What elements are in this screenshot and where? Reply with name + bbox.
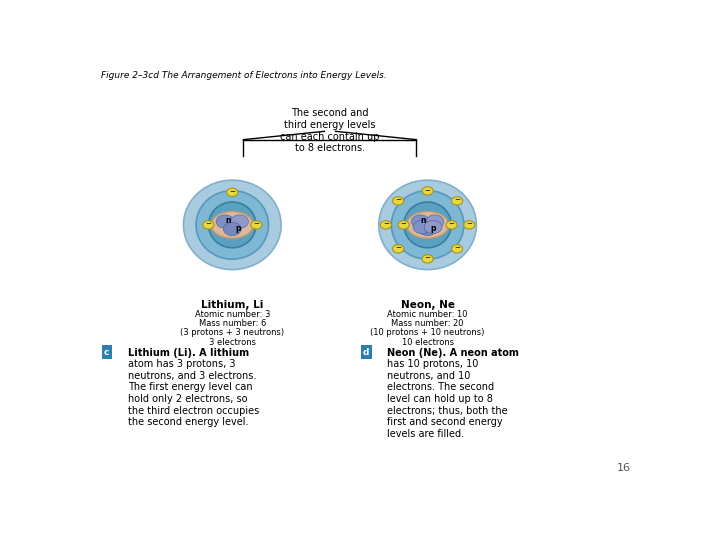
Ellipse shape bbox=[211, 212, 253, 238]
Circle shape bbox=[398, 221, 409, 229]
Text: electrons. The second: electrons. The second bbox=[387, 382, 495, 393]
Circle shape bbox=[216, 215, 234, 228]
Circle shape bbox=[424, 220, 442, 234]
Text: 16: 16 bbox=[617, 463, 631, 473]
Text: p: p bbox=[431, 224, 436, 233]
Circle shape bbox=[203, 221, 214, 229]
Text: (10 protons + 10 neutrons): (10 protons + 10 neutrons) bbox=[370, 328, 485, 338]
Text: 3 electrons: 3 electrons bbox=[209, 338, 256, 347]
Circle shape bbox=[411, 215, 429, 228]
Text: (3 protons + 3 neutrons): (3 protons + 3 neutrons) bbox=[180, 328, 284, 338]
Text: electrons; thus, both the: electrons; thus, both the bbox=[387, 406, 508, 416]
Ellipse shape bbox=[379, 180, 477, 269]
Circle shape bbox=[230, 215, 248, 228]
Text: Lithium (Li). A lithium: Lithium (Li). A lithium bbox=[128, 348, 249, 357]
Text: −: − bbox=[395, 246, 401, 252]
Text: neutrons, and 10: neutrons, and 10 bbox=[387, 371, 471, 381]
Text: has 10 protons, 10: has 10 protons, 10 bbox=[387, 359, 479, 369]
Circle shape bbox=[446, 221, 457, 229]
Text: Atomic number: 10: Atomic number: 10 bbox=[387, 310, 468, 319]
Text: −: − bbox=[395, 198, 401, 204]
Text: −: − bbox=[400, 221, 407, 227]
Text: the third electron occupies: the third electron occupies bbox=[128, 406, 259, 416]
Ellipse shape bbox=[392, 191, 464, 259]
Text: −: − bbox=[383, 221, 389, 227]
Text: level can hold up to 8: level can hold up to 8 bbox=[387, 394, 493, 404]
Circle shape bbox=[413, 220, 431, 234]
Circle shape bbox=[223, 222, 241, 235]
Text: the second energy level.: the second energy level. bbox=[128, 417, 248, 427]
Circle shape bbox=[251, 221, 262, 229]
Text: Figure 2–3cd The Arrangement of Electrons into Energy Levels.: Figure 2–3cd The Arrangement of Electron… bbox=[101, 71, 387, 80]
Text: Atomic number: 3: Atomic number: 3 bbox=[194, 310, 270, 319]
Circle shape bbox=[426, 215, 444, 228]
Circle shape bbox=[392, 197, 404, 205]
Circle shape bbox=[464, 221, 475, 229]
Text: −: − bbox=[253, 221, 259, 227]
Text: −: − bbox=[205, 221, 211, 227]
Text: Neon, Ne: Neon, Ne bbox=[400, 300, 454, 310]
Ellipse shape bbox=[196, 191, 269, 259]
Circle shape bbox=[422, 255, 433, 263]
Text: d: d bbox=[363, 348, 369, 356]
Text: n: n bbox=[225, 216, 230, 225]
Text: hold only 2 electrons, so: hold only 2 electrons, so bbox=[128, 394, 248, 404]
Circle shape bbox=[422, 187, 433, 195]
Text: −: − bbox=[425, 187, 431, 193]
Text: −: − bbox=[425, 255, 431, 261]
Text: −: − bbox=[467, 221, 472, 227]
Text: Lithium, Li: Lithium, Li bbox=[201, 300, 264, 310]
Ellipse shape bbox=[404, 202, 451, 248]
Ellipse shape bbox=[209, 202, 256, 248]
Circle shape bbox=[451, 245, 463, 253]
Circle shape bbox=[418, 222, 436, 235]
Circle shape bbox=[227, 188, 238, 197]
Text: n: n bbox=[420, 216, 426, 225]
Text: −: − bbox=[449, 221, 454, 227]
Text: −: − bbox=[454, 198, 460, 204]
Text: −: − bbox=[230, 189, 235, 195]
Text: −: − bbox=[454, 246, 460, 252]
Circle shape bbox=[451, 197, 463, 205]
Text: Neon (Ne). A neon atom: Neon (Ne). A neon atom bbox=[387, 348, 519, 357]
Text: first and second energy: first and second energy bbox=[387, 417, 503, 427]
Text: p: p bbox=[235, 224, 240, 233]
Text: levels are filled.: levels are filled. bbox=[387, 429, 464, 439]
Text: Mass number: 6: Mass number: 6 bbox=[199, 319, 266, 328]
Circle shape bbox=[392, 245, 404, 253]
Text: c: c bbox=[104, 348, 109, 356]
Text: Mass number: 20: Mass number: 20 bbox=[392, 319, 464, 328]
Text: The first energy level can: The first energy level can bbox=[128, 382, 253, 393]
Circle shape bbox=[380, 221, 392, 229]
Text: atom has 3 protons, 3: atom has 3 protons, 3 bbox=[128, 359, 235, 369]
Text: neutrons, and 3 electrons.: neutrons, and 3 electrons. bbox=[128, 371, 256, 381]
Text: The second and
third energy levels
can each contain up
to 8 electrons.: The second and third energy levels can e… bbox=[280, 109, 379, 153]
Text: 10 electrons: 10 electrons bbox=[402, 338, 454, 347]
Ellipse shape bbox=[184, 180, 281, 269]
Ellipse shape bbox=[406, 212, 449, 238]
